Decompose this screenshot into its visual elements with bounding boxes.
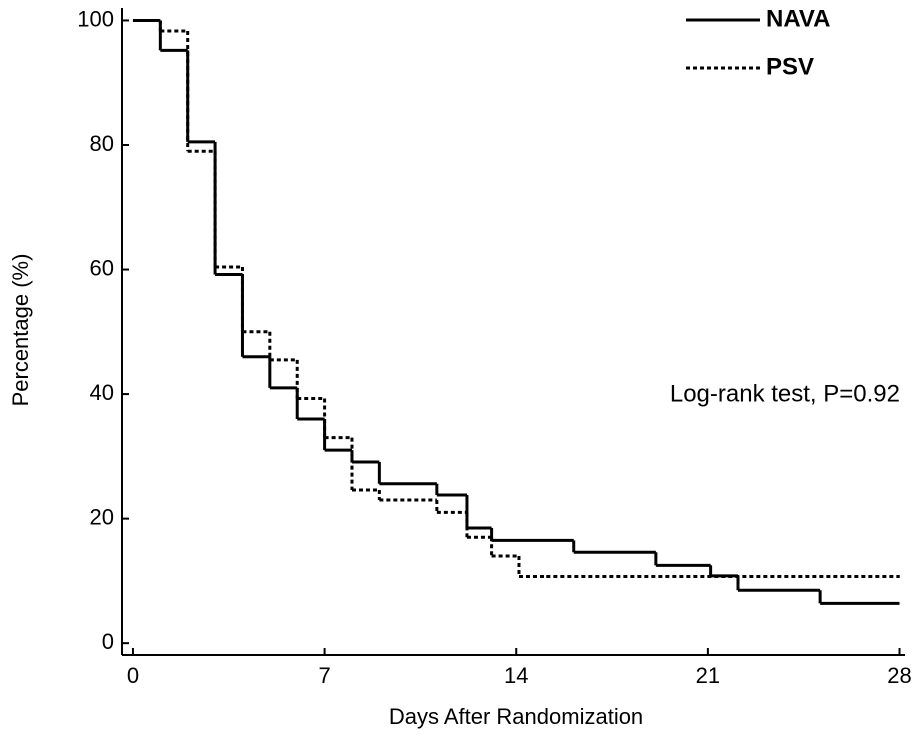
- x-tick-label: 7: [318, 663, 330, 688]
- x-tick-label: 0: [127, 663, 139, 688]
- y-tick-label: 100: [77, 6, 114, 31]
- y-tick-label: 60: [90, 255, 114, 280]
- x-tick-label: 21: [696, 663, 720, 688]
- x-axis-label: Days After Randomization: [389, 704, 643, 729]
- x-tick-label: 14: [504, 663, 528, 688]
- y-axis-label: Percentage (%): [8, 254, 33, 407]
- x-tick-label: 28: [887, 663, 911, 688]
- y-tick-label: 80: [90, 131, 114, 156]
- legend-label: PSV: [766, 53, 814, 80]
- y-tick-label: 40: [90, 380, 114, 405]
- legend-label: NAVA: [766, 5, 830, 32]
- y-tick-label: 0: [102, 629, 114, 654]
- y-tick-label: 20: [90, 504, 114, 529]
- annotation: Log-rank test, P=0.92: [670, 380, 900, 407]
